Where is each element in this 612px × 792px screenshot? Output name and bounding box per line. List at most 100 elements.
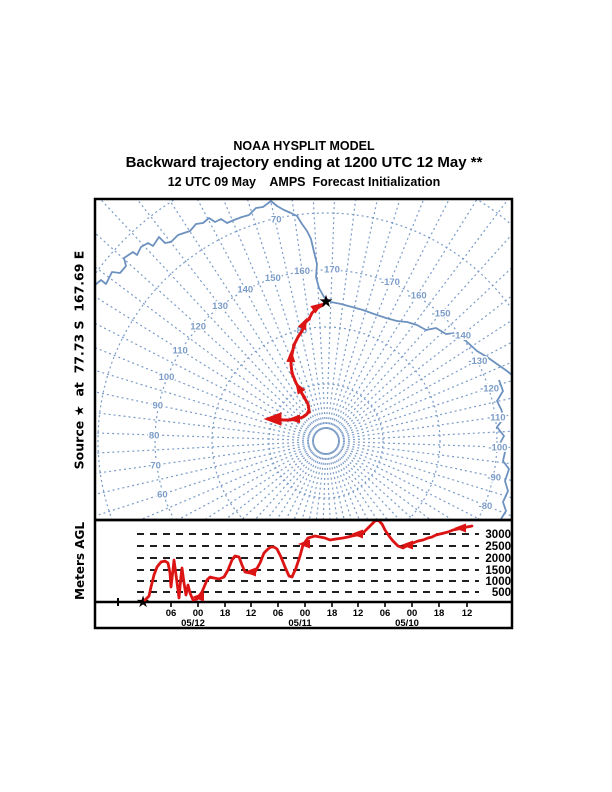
hour-label: 18 (220, 608, 231, 619)
trajectory-arrow (288, 414, 300, 424)
height-value-label: 2500 (485, 541, 511, 553)
hour-label: 12 (462, 608, 473, 619)
meridian-line (331, 451, 369, 519)
hour-label: 18 (327, 608, 338, 619)
hour-label: 06 (380, 608, 391, 619)
longitude-label: -110 (487, 413, 506, 424)
meridian-line (330, 200, 450, 431)
coastline-antarctica (96, 200, 511, 376)
height-value-label: 3000 (485, 529, 511, 541)
meridian-line (332, 450, 388, 519)
trajectory-arrow (295, 382, 306, 395)
trajectory-6h-dot (307, 410, 311, 414)
trajectory-6h-dot (307, 317, 311, 321)
date-label: 05/11 (288, 618, 312, 629)
meridian-line (326, 452, 331, 519)
model-title: NOAA HYSPLIT MODEL (233, 139, 375, 153)
meridian-line (100, 200, 319, 433)
latitude-ring (268, 383, 384, 499)
longitude-label: 80 (149, 430, 160, 441)
longitude-label: 100 (159, 372, 175, 383)
trajectory-6h-dot (290, 371, 294, 375)
height-curve-arrow (401, 540, 413, 550)
trajectory-6h-dot (292, 343, 296, 347)
meridian-line (312, 200, 326, 430)
longitude-label: 70 (150, 460, 161, 471)
height-value-label: 1000 (485, 576, 511, 588)
meridian-line (96, 266, 317, 435)
trajectory-arrow (286, 350, 296, 363)
latitude-ring (97, 212, 511, 519)
trajectory-arrow (297, 317, 307, 331)
trajectory-arrow (263, 412, 282, 426)
meridian-line (337, 443, 511, 499)
longitude-label: -130 (468, 356, 487, 367)
hour-label: 06 (273, 608, 284, 619)
latitude-ring (154, 269, 498, 519)
height-value-label: 1500 (485, 565, 511, 577)
meridian-line (291, 200, 325, 430)
height-value-label: 2000 (485, 553, 511, 565)
hour-label: 18 (434, 608, 445, 619)
meridian-line (168, 200, 320, 432)
meridian-line (335, 446, 452, 519)
longitude-label: 120 (190, 321, 206, 332)
meridian-line (96, 347, 316, 438)
hour-label: 06 (166, 608, 177, 619)
hour-label: 00 (407, 608, 418, 619)
meridian-line (334, 448, 414, 519)
meridian-line (96, 443, 315, 495)
hour-label: 00 (193, 608, 204, 619)
meridian-line (326, 200, 357, 430)
initialization-subtitle: 12 UTC 09 May AMPS Forecast Initializati… (167, 175, 441, 189)
meridian-line (336, 341, 511, 436)
meridian-line (335, 447, 431, 519)
meridian-line (330, 451, 360, 519)
height-value-label: 500 (492, 587, 511, 599)
longitude-label: -170 (381, 277, 400, 288)
hour-label: 00 (300, 608, 311, 619)
meridian-line (225, 447, 317, 519)
hour-label: 12 (246, 608, 257, 619)
coastline-right-edge (496, 379, 510, 519)
meridian-line (178, 446, 316, 519)
meridian-line (336, 361, 511, 437)
latitude-ring (211, 326, 441, 519)
trajectory-6h-dot (302, 395, 306, 399)
meridian-line (325, 200, 336, 430)
meridian-line (96, 233, 318, 434)
height-curve-arrow (298, 539, 310, 549)
longitude-label: 140 (237, 285, 253, 296)
meridian-line (337, 430, 511, 441)
longitude-label: 160 (294, 266, 310, 277)
source-star: ★ (318, 292, 333, 312)
height-curve (143, 521, 474, 602)
longitude-label: 110 (172, 345, 187, 356)
meridian-line (333, 234, 511, 433)
meridian-line (337, 442, 511, 481)
longitude-label: 150 (265, 273, 281, 284)
meridian-line (337, 414, 511, 440)
longitude-label: -150 (432, 309, 451, 320)
longitude-label: -140 (452, 331, 471, 342)
date-label: 05/10 (395, 618, 419, 629)
meridian-line (96, 323, 316, 437)
map-area: 170 160 150 140 130 120 110 100 90 80 70 60 50 -170 -1… (96, 200, 511, 528)
meridian-line (322, 452, 327, 519)
longitude-label: -90 (487, 472, 501, 483)
meridian-line (336, 444, 511, 517)
trajectory-title: Backward trajectory ending at 1200 UTC 1… (125, 154, 483, 171)
meridian-line (254, 449, 319, 519)
longitude-label: 50 (169, 517, 180, 528)
longitude-label: 90 (152, 401, 163, 412)
meridian-line (337, 380, 511, 438)
meridian-line (266, 450, 320, 519)
height-curve-arrow (244, 567, 256, 577)
height-curve-arrow (192, 592, 204, 602)
meridian-line (333, 449, 400, 519)
meridian-line (136, 200, 320, 432)
longitude-label: -100 (488, 443, 507, 454)
